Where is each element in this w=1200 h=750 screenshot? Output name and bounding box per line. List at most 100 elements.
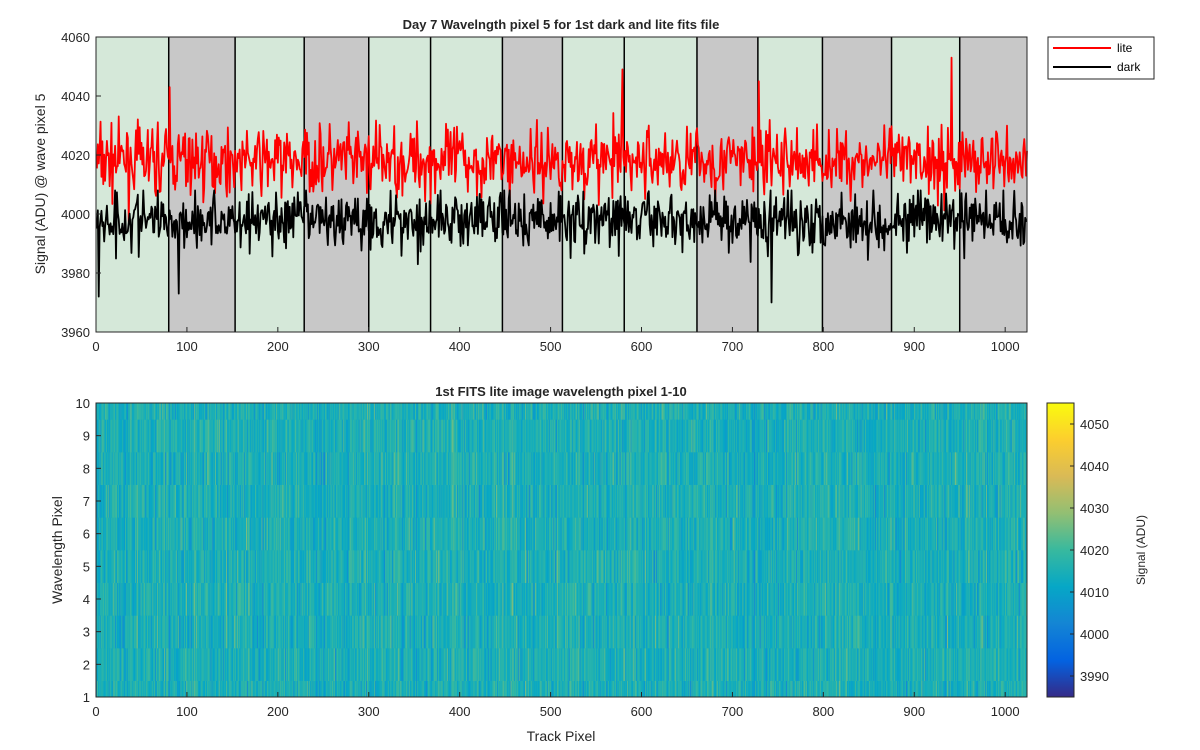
heatmap-cell [720,615,722,649]
heatmap-cell [443,615,445,649]
heatmap-cell [747,680,750,698]
heatmap-cell [817,680,820,698]
heatmap-cell [512,648,514,681]
heatmap-cell [681,550,683,583]
heatmap-cell [146,582,149,616]
heatmap-cell [145,648,147,681]
heatmap-cell [954,582,956,616]
heatmap-cell [177,615,180,649]
heatmap-cell [492,615,494,649]
heatmap-cell [926,680,929,698]
heatmap-cell [913,648,915,681]
heatmap-cell [126,648,129,681]
heatmap-cell [668,550,671,583]
heatmap-cell [661,615,663,649]
heatmap-cell [325,582,327,616]
heatmap-cell [956,582,958,616]
heatmap-cell [888,680,891,698]
heatmap-cell [206,680,209,698]
heatmap-cell [482,615,484,649]
heatmap-cell [249,550,251,583]
heatmap-cell [845,615,847,649]
heatmap-cell [171,582,173,616]
heatmap-cell [927,680,930,698]
heatmap-cell [357,582,360,616]
heatmap-cell [852,582,854,616]
heatmap-cell [911,582,913,616]
heatmap-cell [274,648,276,681]
heatmap-cell [804,615,806,649]
heatmap-cell [586,582,589,616]
heatmap-cell [398,550,401,583]
heatmap-cell [597,615,600,649]
heatmap-cell [224,680,226,698]
heatmap-cell [495,582,497,616]
heatmap-cell [502,680,504,698]
heatmap-cell [624,582,626,616]
heatmap-cell [629,550,631,583]
heatmap-cell [552,550,554,583]
heatmap-cell [376,648,379,681]
heatmap-cell [262,582,264,616]
heatmap-cell [106,582,109,616]
heatmap-cell [431,615,433,649]
heatmap-cell [344,648,346,681]
heatmap-cell [915,615,917,649]
heatmap-cell [546,582,549,616]
heatmap-cell [317,550,320,583]
heatmap-cell [476,582,478,616]
heatmap-cell [391,680,393,698]
heatmap-cell [422,582,424,616]
heatmap-cell [410,582,412,616]
heatmap-cell [747,582,750,616]
heatmap-cell [950,648,952,681]
heatmap-cell [656,550,658,583]
heatmap-cell [819,550,821,583]
heatmap-cell [596,615,598,649]
heatmap-cell [424,582,426,616]
heatmap-cell [884,615,886,649]
heatmap-cell [776,550,779,583]
heatmap-cell [966,680,968,698]
heatmap-cell [280,680,282,698]
heatmap-cell [354,615,356,649]
heatmap-cell [594,648,596,681]
heatmap-cell [418,680,421,698]
heatmap-cell [556,582,559,616]
heatmap-cell [907,648,910,681]
heatmap-cell [322,582,324,616]
heatmap-cell [323,582,325,616]
heatmap-cell [489,680,491,698]
heatmap-cell [500,582,502,616]
heatmap-cell [953,615,955,649]
heatmap-cell [683,615,685,649]
heatmap-cell [483,615,485,649]
heatmap-cell [135,550,137,583]
heatmap-cell [287,615,290,649]
heatmap-cell [696,615,698,649]
heatmap-cell [309,615,311,649]
heatmap-cell [303,550,305,583]
heatmap-cell [652,680,654,698]
heatmap-cell [198,648,200,681]
heatmap-cell [442,680,444,698]
heatmap-cell [467,648,470,681]
heatmap-cell [383,550,385,583]
heatmap-cell [700,582,702,616]
heatmap-cell [450,680,452,698]
heatmap-cell [1020,648,1022,681]
heatmap-cell [826,615,829,649]
heatmap-cell [811,582,813,616]
heatmap-cell [380,680,382,698]
heatmap-cell [239,615,241,649]
heatmap-cell [130,550,132,583]
heatmap-cell [596,550,599,583]
heatmap-cell [531,582,533,616]
heatmap-cell [985,615,987,649]
heatmap-cell [846,680,849,698]
heatmap-cell [906,680,908,698]
heatmap-cell [697,680,700,698]
heatmap-cell [108,582,110,616]
heatmap-cell [557,648,560,681]
heatmap-cell [864,680,866,698]
